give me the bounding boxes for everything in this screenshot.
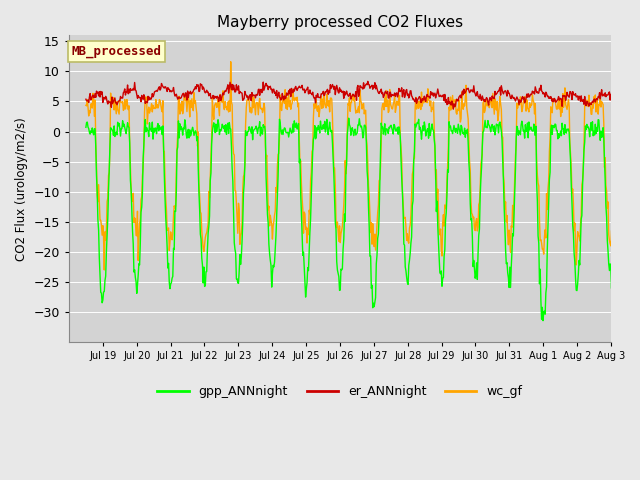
Y-axis label: CO2 Flux (urology/m2/s): CO2 Flux (urology/m2/s) xyxy=(15,117,28,261)
Legend: gpp_ANNnight, er_ANNnight, wc_gf: gpp_ANNnight, er_ANNnight, wc_gf xyxy=(152,380,527,403)
Title: Mayberry processed CO2 Fluxes: Mayberry processed CO2 Fluxes xyxy=(217,15,463,30)
Text: MB_processed: MB_processed xyxy=(72,45,162,58)
